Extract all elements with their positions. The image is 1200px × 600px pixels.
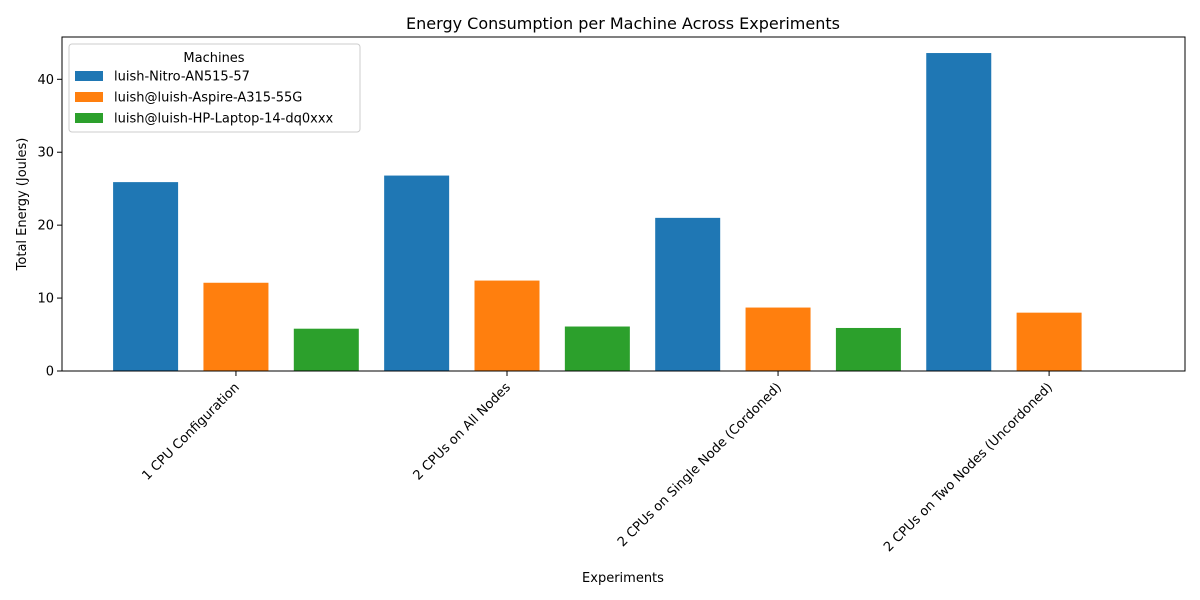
y-tick-label: 40 (37, 73, 54, 88)
legend-swatch (75, 71, 103, 81)
legend-items: luish-Nitro-AN515-57 luish@luish-Aspire-A… (75, 70, 334, 127)
bar (384, 175, 450, 371)
bar (926, 53, 992, 371)
x-tick-label: 1 CPU Configuration (139, 380, 242, 483)
bar (1016, 312, 1082, 371)
legend-label: luish-Nitro-AN515-57 (114, 70, 250, 85)
legend-frame (68, 43, 361, 133)
y-tick-label: 0 (46, 365, 54, 380)
axes-frame (61, 36, 1186, 372)
x-tick-label: 2 CPUs on Two Nodes (Uncordoned) (881, 380, 1056, 555)
bar (655, 217, 721, 371)
chart-title: Energy Consumption per Machine Across Ex… (406, 14, 840, 33)
bar (474, 280, 540, 371)
x-axis-title: Experiments (582, 571, 664, 586)
y-tick-label: 30 (37, 146, 54, 161)
legend-label: luish@luish-Aspire-A315-55G (114, 91, 302, 106)
legend-swatch (75, 113, 103, 123)
bar (113, 182, 179, 371)
legend-title: Machines (183, 51, 244, 66)
legend-label: luish@luish-HP-Laptop-14-dq0xxx (114, 112, 334, 127)
bar (293, 328, 359, 371)
y-axis-title: Total Energy (Joules) (15, 138, 30, 272)
bar (745, 307, 811, 371)
bar (835, 327, 901, 371)
y-tick-label: 10 (37, 292, 54, 307)
y-tick-label: 20 (37, 219, 54, 234)
legend-swatch (75, 92, 103, 102)
bar (564, 326, 630, 371)
legend: Machines luish-Nitro-AN515-57 luish@luish… (68, 43, 361, 133)
x-tick-label: 2 CPUs on Single Node (Cordoned) (615, 380, 785, 550)
x-tick-label: 2 CPUs on All Nodes (411, 380, 514, 483)
bar (203, 282, 269, 371)
